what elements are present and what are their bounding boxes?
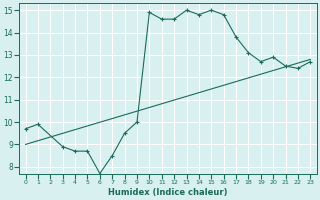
X-axis label: Humidex (Indice chaleur): Humidex (Indice chaleur) bbox=[108, 188, 228, 197]
